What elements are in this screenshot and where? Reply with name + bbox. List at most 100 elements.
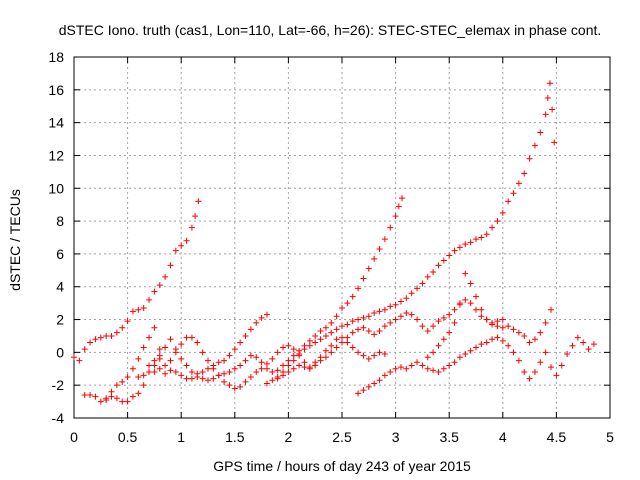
x-tick-label: 4.5 (547, 429, 567, 445)
data-point (339, 339, 345, 346)
data-point (269, 369, 276, 376)
data-point (226, 352, 233, 359)
data-point (172, 369, 179, 376)
data-point (544, 95, 551, 102)
data-point (188, 375, 195, 382)
data-point (231, 365, 238, 372)
data-point (542, 111, 549, 118)
data-point (167, 262, 174, 269)
data-point (387, 303, 394, 310)
data-point (414, 316, 421, 323)
data-point (526, 375, 533, 382)
data-point (296, 351, 303, 358)
data-point (392, 301, 399, 308)
data-point (306, 342, 313, 349)
data-point (226, 369, 233, 376)
data-point (151, 357, 158, 364)
data-point (108, 388, 115, 395)
data-point (231, 385, 238, 392)
data-point (247, 326, 254, 333)
data-point (317, 357, 324, 364)
data-point (162, 370, 169, 377)
data-point (258, 314, 265, 321)
data-point (124, 318, 131, 325)
data-point (135, 373, 142, 380)
data-point (290, 346, 297, 353)
data-point (478, 313, 485, 320)
data-point (424, 273, 431, 280)
data-points (71, 80, 597, 405)
y-tick-label: 14 (48, 115, 64, 131)
data-point (124, 373, 131, 380)
data-point (542, 319, 549, 326)
data-point (424, 354, 431, 361)
data-point (205, 377, 211, 384)
data-point (162, 273, 169, 280)
y-tick-label: 0 (56, 344, 64, 360)
data-point (403, 365, 410, 372)
data-point (387, 224, 394, 231)
data-point (365, 328, 372, 335)
data-point (183, 375, 190, 382)
data-point (194, 339, 201, 346)
data-point (253, 369, 260, 376)
data-point (531, 336, 538, 343)
data-point (210, 375, 217, 382)
data-point (162, 344, 169, 351)
x-axis-title: GPS time / hours of day 243 of year 2015 (213, 458, 471, 474)
data-point (365, 313, 372, 320)
data-point (456, 300, 463, 307)
data-point (360, 275, 367, 282)
data-point (349, 318, 356, 325)
data-point (194, 373, 201, 380)
chart-title: dSTEC Iono. truth (cas1, Lon=110, Lat=-6… (59, 22, 602, 38)
data-point (178, 372, 185, 379)
data-point (553, 372, 560, 379)
data-point (188, 224, 195, 231)
data-point (113, 329, 120, 336)
data-point (399, 195, 406, 202)
data-point (140, 344, 147, 351)
data-point (419, 323, 426, 330)
axes: 0 0.5 1 1.5 2 2.5 3 3.5 4 4.5 5 -4 -2 0 2 4 6 8 10 12 14 16 18 (48, 49, 614, 445)
data-point (456, 244, 463, 251)
data-point (258, 359, 265, 366)
data-point (195, 198, 202, 205)
data-point (574, 334, 581, 341)
data-point (146, 362, 153, 369)
data-point (188, 369, 195, 376)
data-point (183, 362, 190, 369)
data-point (199, 349, 206, 356)
data-point (451, 306, 458, 313)
data-point (178, 341, 185, 348)
data-point (344, 300, 351, 307)
data-point (87, 392, 94, 399)
data-point (242, 332, 249, 339)
data-point (414, 285, 421, 292)
data-point (510, 190, 517, 197)
y-tick-label: 16 (48, 82, 64, 98)
data-point (322, 347, 329, 354)
data-point (551, 139, 558, 146)
data-point (146, 334, 153, 341)
data-point (510, 326, 517, 333)
data-point (247, 352, 254, 359)
data-point (156, 365, 163, 372)
data-point (440, 257, 447, 264)
data-point (328, 342, 335, 349)
data-point (494, 334, 501, 341)
data-point (333, 344, 340, 351)
data-point (103, 332, 110, 339)
data-point (322, 332, 329, 339)
data-point (355, 316, 362, 323)
data-point (140, 382, 147, 389)
data-point (280, 344, 287, 351)
data-point (263, 365, 270, 372)
data-point (231, 346, 238, 353)
data-point (328, 329, 335, 336)
data-point (333, 313, 340, 320)
data-point (456, 354, 463, 361)
data-point (548, 306, 555, 313)
data-point (403, 309, 410, 316)
